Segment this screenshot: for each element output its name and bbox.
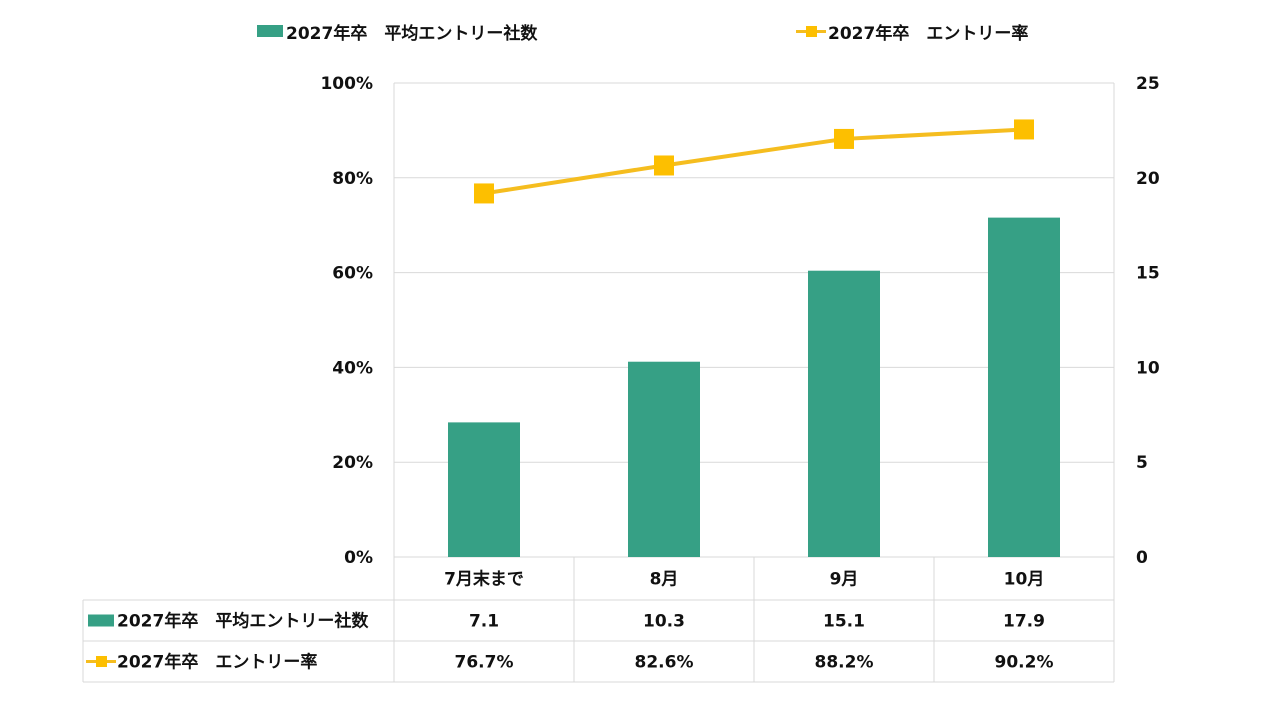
y-right-tick-label: 10 xyxy=(1136,358,1160,378)
legend-item-entry-count: 2027年卒 平均エントリー社数 xyxy=(257,18,537,44)
line-marker-entry-rate xyxy=(1014,119,1034,140)
table-cell-entry-rate: 76.7% xyxy=(455,653,514,673)
x-category-label: 8月 xyxy=(650,570,679,590)
table-cell-entry-count: 15.1 xyxy=(823,612,865,632)
line-marker-entry-rate xyxy=(834,128,854,149)
y-left-tick-label: 60% xyxy=(332,264,373,284)
y-left-tick-label: 0% xyxy=(344,548,373,568)
y-right-tick-label: 25 xyxy=(1136,74,1160,94)
legend-line-marker-icon xyxy=(796,25,826,37)
table-cell-entry-count: 17.9 xyxy=(1003,612,1045,632)
y-left-tick-label: 20% xyxy=(332,453,373,473)
bar-entry-count xyxy=(448,422,520,557)
table-series-label-entry-count: 2027年卒 平均エントリー社数 xyxy=(117,611,369,632)
legend-label-entry-rate: 2027年卒 エントリー率 xyxy=(828,23,1029,44)
bar-entry-count xyxy=(628,361,700,557)
legend-item-entry-rate: 2027年卒 エントリー率 xyxy=(796,18,1028,44)
y-right-tick-label: 15 xyxy=(1136,264,1160,284)
table-cell-entry-rate: 88.2% xyxy=(815,653,874,673)
legend-bar-swatch-icon xyxy=(257,25,283,37)
table-series-label-entry-rate: 2027年卒 エントリー率 xyxy=(117,652,317,673)
y-right-tick-label: 20 xyxy=(1136,169,1160,189)
table-cell-entry-count: 10.3 xyxy=(643,612,685,632)
y-left-tick-label: 40% xyxy=(332,358,373,378)
legend-label-entry-count: 2027年卒 平均エントリー社数 xyxy=(286,23,538,44)
bar-entry-count xyxy=(988,217,1060,557)
table-legend-marker-icon xyxy=(96,656,107,667)
x-category-label: 9月 xyxy=(830,570,859,590)
y-left-tick-label: 100% xyxy=(320,74,373,94)
x-category-label: 10月 xyxy=(1004,570,1045,590)
table-cell-entry-count: 7.1 xyxy=(469,612,499,632)
y-left-tick-label: 80% xyxy=(332,169,373,189)
line-entry-rate xyxy=(483,127,1025,196)
y-right-tick-label: 0 xyxy=(1136,548,1148,568)
line-marker-entry-rate xyxy=(474,183,494,204)
table-cell-entry-rate: 90.2% xyxy=(995,653,1054,673)
y-right-tick-label: 5 xyxy=(1136,453,1148,473)
line-marker-entry-rate xyxy=(654,155,674,176)
table-cell-entry-rate: 82.6% xyxy=(635,653,694,673)
x-category-label: 7月末まで xyxy=(444,569,524,590)
table-legend-bar-icon xyxy=(88,614,114,627)
bar-entry-count xyxy=(808,270,880,557)
